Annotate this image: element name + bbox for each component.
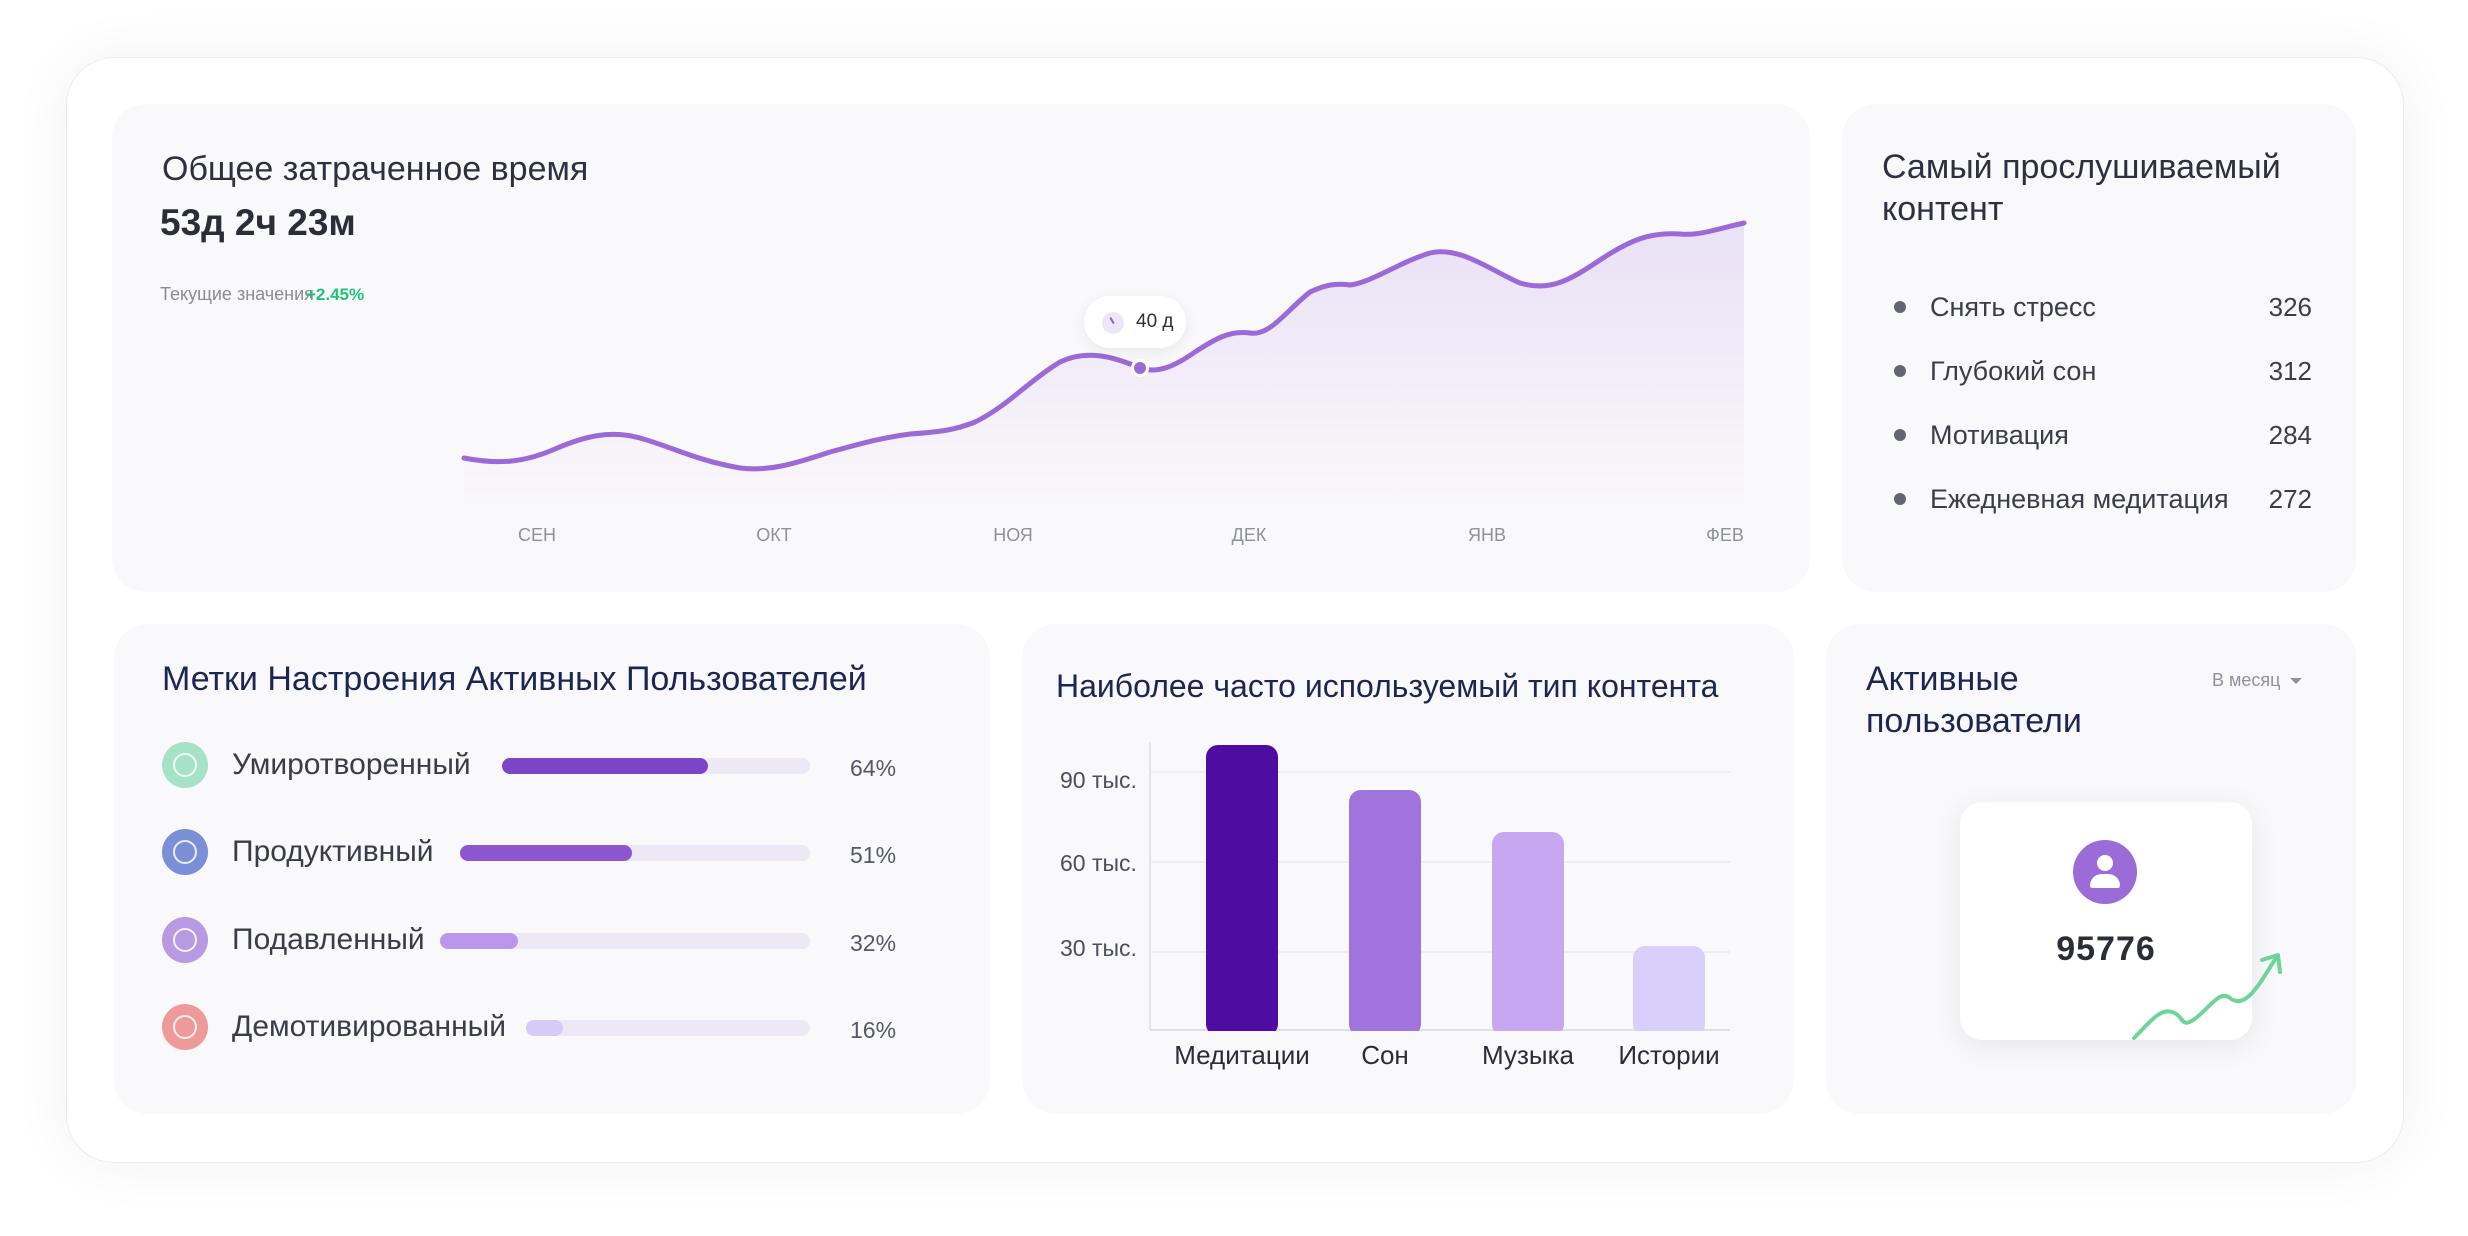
bar-Истории[interactable]	[1633, 946, 1705, 1036]
trend-line	[2132, 956, 2278, 1040]
x-category-label: Медитации	[1174, 1040, 1310, 1070]
active-users-count: 95776	[2056, 930, 2156, 968]
mood-title: Метки Настроения Активных Пользователей	[162, 660, 867, 698]
clock-icon	[1102, 312, 1124, 334]
bar-Сон[interactable]	[1349, 790, 1421, 1036]
top-content-item[interactable]: Ежедневная медитация 272	[1892, 482, 2312, 514]
month-label: ЯНВ	[1467, 525, 1507, 545]
caret-down-icon	[2290, 678, 2303, 685]
bar-baseline-cover	[1152, 1031, 1732, 1039]
top-content-card	[1842, 104, 2356, 592]
top-content-label: Ежедневная медитация	[1930, 484, 2229, 514]
mood-label: Демотивированный	[232, 1010, 506, 1043]
mood-percent: 64%	[850, 755, 897, 781]
top-content-item[interactable]: Мотивация 284	[1892, 418, 2312, 450]
time-spent-value: 53д 2ч 23м	[160, 202, 356, 243]
month-label: ФЕВ	[1706, 525, 1744, 545]
top-content-item[interactable]: Снять стресс 326	[1892, 290, 2312, 322]
month-label: СЕН	[517, 525, 557, 545]
mood-percent: 16%	[850, 1017, 897, 1043]
active-users-title-line1: Активные	[1866, 660, 2019, 698]
bar-Медитации[interactable]	[1206, 745, 1278, 1036]
x-category-label: Истории	[1618, 1040, 1720, 1070]
mood-bar-track	[502, 758, 810, 774]
mood-percent: 32%	[850, 930, 897, 956]
bullet-icon	[1894, 493, 1906, 505]
period-dropdown[interactable]: В месяц	[2212, 670, 2303, 691]
mood-bar-track	[526, 1020, 810, 1036]
trend-arrow-head	[2260, 953, 2282, 974]
bullet-icon	[1894, 429, 1906, 441]
mood-bar-fill	[440, 933, 518, 949]
mood-bar-track	[440, 933, 810, 949]
calm-face-icon	[162, 742, 208, 788]
time-spent-title: Общее затраченное время	[162, 150, 589, 188]
y-tick-label: 90 тыс.	[1060, 767, 1137, 793]
top-content-title-line2: контент	[1882, 190, 2004, 228]
mood-bar-fill	[502, 758, 709, 774]
active-users-title-line2: пользователи	[1866, 702, 2082, 740]
time-line-marker-dot	[1134, 362, 1146, 374]
month-label: ОКТ	[756, 525, 792, 545]
top-content-label: Мотивация	[1930, 420, 2069, 450]
top-content-value: 272	[2268, 484, 2312, 514]
bullet-icon	[1894, 365, 1906, 377]
top-content-value: 326	[2268, 292, 2312, 322]
active-users-count-card: 95776	[1960, 802, 2252, 1040]
mood-bar-track	[460, 845, 810, 861]
unhappy-face-icon	[162, 1004, 208, 1050]
sad-face-icon	[162, 917, 208, 963]
x-category-label: Музыка	[1482, 1040, 1574, 1070]
delta-badge: +2.45%	[306, 285, 365, 304]
user-icon	[2073, 840, 2137, 904]
line-tooltip: 40 д	[1084, 296, 1186, 348]
top-content-title-line1: Самый прослушиваемый	[1882, 148, 2281, 186]
mood-label: Умиротворенный	[232, 748, 471, 781]
mood-bar-fill	[526, 1020, 563, 1036]
month-label: НОЯ	[993, 525, 1033, 545]
star-eyes-face-icon	[162, 829, 208, 875]
y-tick-label: 30 тыс.	[1060, 935, 1137, 961]
top-content-value: 284	[2268, 420, 2312, 450]
top-content-label: Снять стресс	[1930, 292, 2096, 322]
tooltip-value: 40 д	[1136, 311, 1174, 332]
mood-label: Продуктивный	[232, 835, 434, 868]
mood-percent: 51%	[850, 842, 897, 868]
top-content-item[interactable]: Глубокий сон 312	[1892, 354, 2312, 386]
x-category-label: Сон	[1361, 1040, 1409, 1070]
time-line-area	[464, 223, 1744, 510]
top-content-label: Глубокий сон	[1930, 356, 2097, 386]
mood-bar-fill	[460, 845, 632, 861]
bar-Музыка[interactable]	[1492, 832, 1564, 1036]
y-tick-label: 60 тыс.	[1060, 850, 1137, 876]
top-content-value: 312	[2268, 356, 2312, 386]
current-values-label: Текущие значения	[160, 284, 314, 304]
period-dropdown-label: В месяц	[2212, 670, 2281, 690]
mood-label: Подавленный	[232, 923, 425, 956]
month-label: ДЕК	[1231, 525, 1267, 545]
bullet-icon	[1894, 301, 1906, 313]
content-type-title: Наиболее часто используемый тип контента	[1056, 668, 1719, 704]
